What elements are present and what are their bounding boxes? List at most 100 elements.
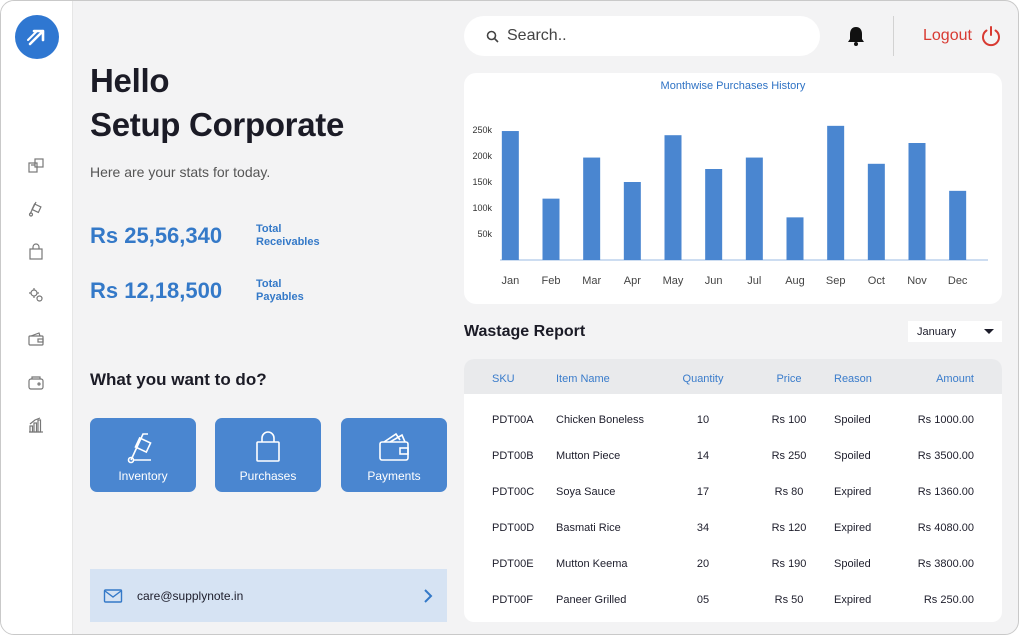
table-cell: PDT00E — [492, 558, 534, 570]
month-select-value: January — [917, 325, 957, 338]
mail-icon — [103, 588, 123, 603]
wallet-icon — [379, 432, 409, 461]
table-cell: Rs 50 — [774, 594, 804, 606]
overview-panel: Hello Setup Corporate Here are your stat… — [73, 1, 463, 634]
y-tick-label: 200k — [472, 151, 492, 161]
inventory-button[interactable]: Inventory — [90, 418, 196, 492]
table-cell: PDT00A — [492, 414, 534, 426]
contact-support-link[interactable]: care@supplynote.in — [90, 569, 447, 622]
x-tick-label: Mar — [582, 275, 601, 287]
support-email: care@supplynote.in — [137, 588, 244, 603]
table-cell: 14 — [696, 450, 710, 462]
table-cell: Paneer Grilled — [556, 594, 627, 606]
bar-apr[interactable] — [623, 182, 641, 260]
column-header: Price — [776, 373, 802, 385]
table-cell: Spoiled — [834, 558, 871, 570]
table-cell: Spoiled — [834, 414, 871, 426]
x-tick-label: Jul — [747, 275, 761, 287]
column-header: SKU — [492, 373, 515, 385]
purchases-label: Purchases — [239, 469, 297, 483]
payments-button[interactable]: Payments — [341, 418, 447, 492]
notifications-button[interactable] — [846, 25, 866, 52]
stat-label-line1: Total — [256, 278, 282, 290]
chevron-right-icon — [424, 589, 433, 603]
nav-trolley-icon[interactable] — [25, 197, 47, 219]
table-cell: Mutton Keema — [556, 558, 628, 570]
company-name: Setup Corporate — [90, 106, 345, 143]
search-icon — [486, 30, 499, 43]
stat-label: Total Payables — [256, 278, 304, 304]
table-cell: Rs 120 — [771, 522, 807, 534]
table-cell: Expired — [834, 594, 872, 606]
bar-oct[interactable] — [867, 163, 885, 260]
bar-jul[interactable] — [745, 157, 763, 260]
stat-label-line2: Payables — [256, 291, 304, 303]
bell-icon — [848, 27, 864, 46]
bar-mar[interactable] — [583, 157, 601, 260]
bar-sep[interactable] — [827, 125, 845, 260]
month-select[interactable]: January — [908, 321, 1002, 342]
power-icon — [982, 26, 1000, 47]
table-cell: Chicken Boneless — [556, 414, 645, 426]
table-cell: Rs 250.00 — [923, 594, 974, 606]
nav-gears-icon[interactable] — [25, 284, 47, 306]
table-cell: PDT00F — [492, 594, 533, 606]
table-row[interactable]: PDT00C Soya Sauce 17 Rs 80 Expired Rs 1360.00 — [464, 486, 1002, 522]
app-logo[interactable] — [15, 15, 59, 59]
x-tick-label: Oct — [868, 275, 885, 287]
column-header: Item Name — [556, 373, 610, 385]
table-cell: Expired — [834, 522, 872, 534]
table-cell: Soya Sauce — [556, 486, 616, 498]
logout-label: Logout — [923, 27, 972, 44]
purchases-button[interactable]: Purchases — [215, 418, 321, 492]
bar-jun[interactable] — [705, 169, 723, 260]
nav-boxes-icon[interactable] — [25, 154, 47, 176]
wastage-report-title: Wastage Report — [464, 323, 586, 340]
bar-nov[interactable] — [908, 143, 926, 260]
stat-value: Rs 12,18,500 — [90, 278, 223, 303]
nav-wallet-icon[interactable] — [25, 328, 47, 350]
table-cell: 20 — [696, 558, 710, 570]
table-cell: Rs 1360.00 — [917, 486, 974, 498]
logout-button[interactable]: Logout — [923, 25, 1002, 47]
x-tick-label: Apr — [624, 275, 641, 287]
bar-jan[interactable] — [501, 131, 519, 260]
trolley-icon — [127, 433, 152, 464]
stat-label: Total Receivables — [256, 223, 320, 249]
search-bar[interactable] — [464, 16, 820, 56]
table-row[interactable]: PDT00E Mutton Keema 20 Rs 190 Spoiled Rs 3800… — [464, 558, 1002, 594]
table-row[interactable]: PDT00D Basmati Rice 34 Rs 120 Expired Rs 4080… — [464, 522, 1002, 558]
table-cell: Basmati Rice — [556, 522, 621, 534]
nav-reports-icon[interactable] — [25, 414, 47, 436]
table-row[interactable]: PDT00B Mutton Piece 14 Rs 250 Spoiled Rs 3500… — [464, 450, 1002, 486]
bar-dec[interactable] — [949, 190, 967, 260]
table-cell: Rs 3500.00 — [917, 450, 974, 462]
search-input[interactable] — [507, 27, 797, 45]
table-cell: Rs 3800.00 — [917, 558, 974, 570]
table-cell: Rs 100 — [771, 414, 807, 426]
bar-feb[interactable] — [542, 198, 560, 260]
stat-label-line1: Total — [256, 223, 282, 235]
inventory-label: Inventory — [118, 469, 168, 483]
table-cell: Mutton Piece — [556, 450, 621, 462]
arrow-up-right-icon — [27, 29, 45, 46]
bar-may[interactable] — [664, 135, 682, 260]
y-tick-label: 150k — [472, 177, 492, 187]
nav-bag-icon[interactable] — [25, 241, 47, 263]
table-cell: 34 — [696, 522, 710, 534]
y-tick-label: 100k — [472, 203, 492, 213]
bar-aug[interactable] — [786, 217, 804, 260]
table-cell: 17 — [696, 486, 710, 498]
caret-down-icon — [984, 329, 994, 334]
greeting-subtitle: Here are your stats for today. — [90, 164, 271, 180]
table-row[interactable]: PDT00F Paneer Grilled 05 Rs 50 Expired Rs 250… — [464, 594, 1002, 622]
shopping-bag-icon — [256, 431, 280, 462]
table-cell: Rs 250 — [771, 450, 807, 462]
nav-purse-icon[interactable] — [25, 371, 47, 393]
table-row[interactable]: PDT00A Chicken Boneless 10 Rs 100 Spoiled Rs … — [464, 414, 1002, 450]
purchases-chart-card: Monthwise Purchases History 50k 100k 150k 2… — [464, 73, 1002, 304]
x-tick-label: Jan — [501, 275, 519, 287]
table-cell: PDT00C — [492, 486, 535, 498]
x-tick-label: Nov — [907, 275, 927, 287]
